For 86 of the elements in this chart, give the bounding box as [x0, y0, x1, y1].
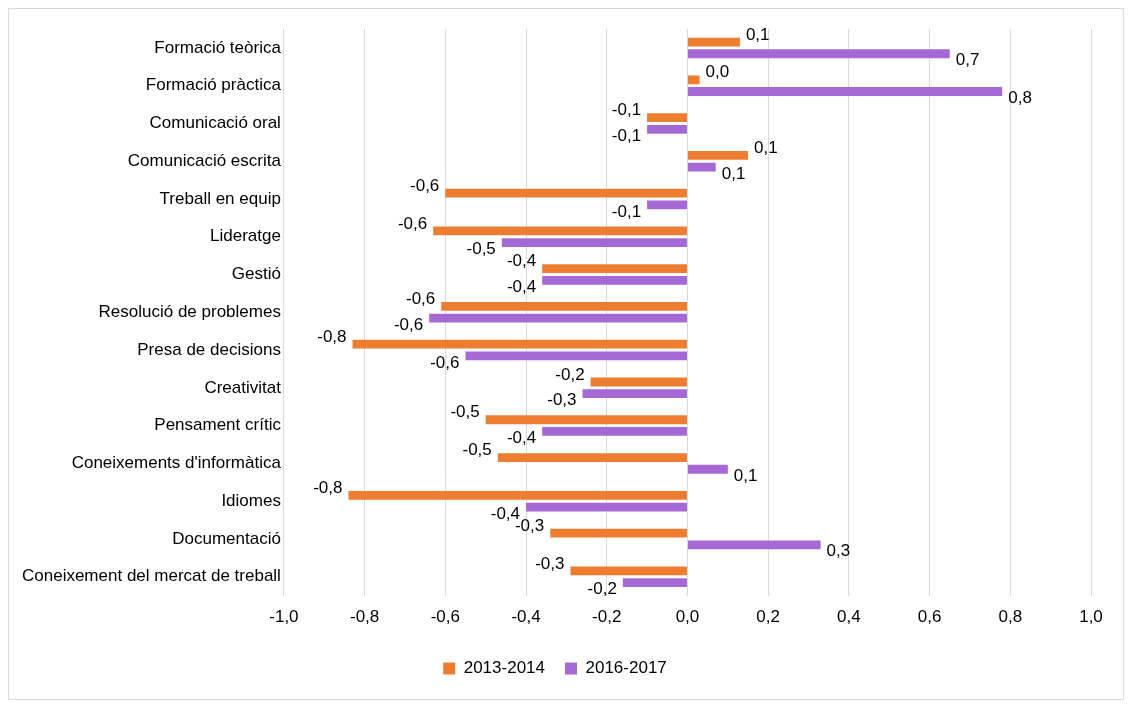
bar — [622, 578, 687, 587]
data-label: -0,5 — [466, 239, 496, 259]
data-label: 0,0 — [705, 62, 730, 82]
legend-label: 2016-2017 — [585, 658, 667, 678]
y-tick-label: Documentació — [172, 528, 281, 548]
bar — [542, 264, 687, 274]
bar — [582, 389, 687, 399]
y-tick-label: Pensament crític — [154, 415, 282, 435]
y-tick-label: Coneixement del mercat de treball — [21, 566, 281, 586]
bar — [687, 162, 716, 172]
x-tick-label: 0,8 — [998, 607, 1023, 627]
y-tick-label: Lideratge — [210, 226, 281, 246]
bar — [590, 377, 687, 387]
data-label: -0,6 — [430, 352, 460, 372]
bar — [445, 188, 687, 198]
y-tick-label: Presa de decisions — [137, 339, 281, 359]
data-label: -0,6 — [393, 314, 424, 334]
bar — [429, 313, 687, 323]
data-label: -0,5 — [462, 440, 492, 460]
bar — [570, 566, 687, 576]
bar — [687, 75, 700, 85]
bar — [526, 502, 687, 512]
legend-label: 2013-2014 — [463, 658, 546, 678]
data-label: -0,3 — [535, 553, 565, 573]
y-tick-label: Gestió — [231, 264, 281, 284]
x-tick-label: 0,2 — [756, 607, 780, 627]
data-label: 0,7 — [955, 50, 980, 70]
bar — [647, 200, 687, 210]
bar — [465, 351, 687, 361]
bar — [687, 464, 728, 474]
bar — [647, 124, 687, 134]
bar — [441, 302, 687, 311]
x-tick-label: 0,0 — [675, 607, 700, 627]
bar — [433, 226, 687, 236]
data-label: -0,6 — [406, 289, 436, 309]
bar — [687, 540, 821, 550]
data-label: 0,3 — [826, 541, 851, 561]
bar — [497, 453, 687, 462]
y-tick-label: Creativitat — [204, 377, 282, 397]
data-label: -0,3 — [547, 390, 577, 410]
data-label: -0,8 — [313, 478, 343, 497]
data-label: -0,4 — [506, 428, 537, 448]
y-tick-label: Comunicació oral — [149, 113, 281, 133]
bar — [501, 238, 687, 247]
data-label: 0,1 — [745, 24, 770, 44]
data-label: -0,4 — [506, 277, 537, 297]
x-tick-label: -0,2 — [592, 607, 622, 627]
data-label: -0,2 — [555, 364, 585, 384]
bar — [647, 113, 687, 122]
data-label: 0,1 — [733, 465, 758, 485]
data-label: 0,1 — [721, 163, 746, 183]
data-label: -0,1 — [611, 201, 642, 221]
bar — [687, 150, 748, 160]
y-tick-label: Comunicació escrita — [127, 150, 282, 170]
y-tick-label: Treball en equip — [159, 188, 281, 208]
bar — [348, 490, 687, 500]
data-label: -0,4 — [506, 251, 537, 271]
bar — [542, 275, 687, 285]
data-label: -0,5 — [450, 402, 480, 422]
x-tick-label: -0,8 — [349, 607, 380, 627]
data-label: 0,8 — [1008, 88, 1032, 108]
bar — [352, 339, 687, 349]
data-label: -0,8 — [317, 326, 347, 346]
x-tick-label: -1,0 — [269, 607, 299, 627]
y-tick-label: Idiomes — [221, 490, 281, 510]
data-label: -0,2 — [587, 579, 617, 599]
bar — [550, 528, 687, 538]
y-tick-label: Formació teòrica — [154, 37, 282, 57]
bar — [687, 49, 950, 59]
y-tick-label: Formació pràctica — [145, 75, 282, 95]
x-tick-label: -0,4 — [511, 607, 541, 627]
data-label: -0,1 — [611, 100, 642, 120]
data-label: -0,6 — [397, 213, 428, 233]
data-label: 0,1 — [753, 138, 778, 158]
y-tick-label: Coneixements d'informàtica — [71, 453, 282, 473]
y-tick-label: Resolució de problemes — [98, 301, 281, 321]
bar — [485, 415, 687, 425]
bar — [542, 427, 687, 436]
bar — [687, 37, 740, 47]
data-label: -0,1 — [611, 125, 642, 145]
x-tick-label: 1,0 — [1079, 607, 1103, 627]
x-tick-label: 0,4 — [837, 607, 861, 627]
x-tick-label: -0,6 — [430, 607, 460, 627]
x-tick-label: 0,6 — [917, 607, 942, 627]
data-label: -0,6 — [410, 175, 440, 195]
bar — [687, 87, 1003, 96]
